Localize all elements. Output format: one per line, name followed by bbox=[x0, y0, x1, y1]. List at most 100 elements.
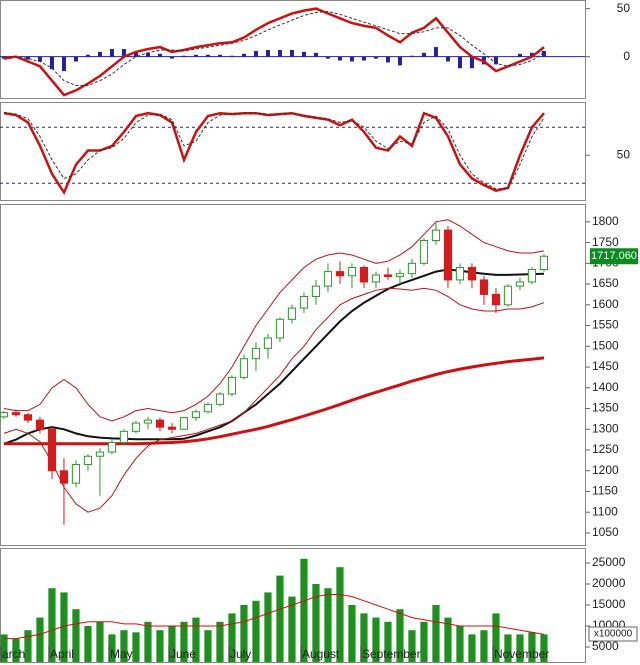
volume-bar bbox=[540, 634, 548, 662]
volume-bar bbox=[72, 609, 80, 662]
histogram-bar bbox=[397, 56, 402, 66]
y-tick-label: 1100 bbox=[592, 504, 618, 518]
y-tick-label: 50 bbox=[617, 147, 631, 161]
volume-bar bbox=[468, 634, 476, 662]
candle-body bbox=[59, 470, 69, 484]
line bbox=[4, 10, 545, 86]
candle-body bbox=[131, 422, 141, 432]
line bbox=[3, 7, 545, 97]
y-tick-label: 1650 bbox=[592, 276, 619, 290]
candle-body bbox=[239, 358, 249, 378]
line bbox=[3, 219, 545, 422]
histogram-bar bbox=[193, 54, 198, 57]
histogram-bar bbox=[25, 56, 30, 60]
histogram-bar bbox=[61, 56, 66, 72]
y-tick-label: 1300 bbox=[592, 421, 619, 435]
volume-bar bbox=[324, 588, 332, 662]
y-tick-label: 1600 bbox=[592, 297, 619, 311]
candle-body bbox=[443, 229, 453, 281]
candle-body bbox=[251, 347, 261, 360]
histogram-bar bbox=[37, 56, 42, 62]
histogram-bar bbox=[85, 54, 90, 57]
x-tick-label: November bbox=[494, 647, 549, 661]
volume-bar bbox=[492, 613, 500, 662]
y-tick-label: 1050 bbox=[592, 525, 619, 539]
candle-body bbox=[395, 273, 405, 278]
histogram-bar bbox=[445, 56, 450, 62]
histogram-bar bbox=[409, 55, 414, 57]
volume-bar bbox=[276, 575, 284, 662]
histogram-bar bbox=[301, 51, 306, 57]
volume-bar bbox=[12, 638, 20, 662]
candle-body bbox=[515, 281, 525, 287]
candle-body bbox=[527, 269, 537, 283]
volume-bar bbox=[228, 613, 236, 662]
histogram-bar bbox=[169, 56, 174, 59]
last-price-label: 1717.060 bbox=[591, 250, 637, 262]
candle-body bbox=[419, 240, 429, 264]
x-tick-label: September bbox=[362, 647, 421, 661]
volume-bar bbox=[504, 634, 512, 662]
candle-body bbox=[275, 318, 285, 339]
volume-bar bbox=[144, 621, 152, 662]
x-tick-label: August bbox=[302, 647, 340, 661]
histogram-bar bbox=[241, 53, 246, 57]
unit-box bbox=[588, 626, 638, 642]
candle-body bbox=[95, 451, 105, 457]
x-tick-label: April bbox=[50, 647, 74, 661]
histogram-bar bbox=[361, 56, 366, 61]
histogram-bar bbox=[313, 52, 318, 57]
histogram-bar bbox=[109, 49, 114, 57]
volume-bar bbox=[0, 634, 8, 662]
volume-bar bbox=[372, 617, 380, 662]
histogram-bar bbox=[121, 49, 126, 57]
volume-bar bbox=[456, 626, 464, 662]
candle-body bbox=[227, 376, 237, 395]
histogram-bar bbox=[73, 56, 78, 62]
candle-body bbox=[35, 419, 45, 430]
volume-bar bbox=[240, 605, 248, 662]
candle-body bbox=[383, 274, 393, 278]
x-tick-label: July bbox=[230, 647, 251, 661]
candle-body bbox=[143, 419, 153, 424]
volume-bar bbox=[252, 600, 260, 662]
histogram-bar bbox=[253, 50, 258, 57]
histogram-bar bbox=[133, 51, 138, 57]
volume-bar bbox=[300, 558, 308, 662]
histogram-bar bbox=[385, 56, 390, 63]
y-tick-label: 5000 bbox=[592, 639, 619, 653]
candle-body bbox=[83, 455, 93, 466]
candle-body bbox=[503, 285, 513, 306]
histogram-bar bbox=[229, 55, 234, 57]
y-tick-label: 1550 bbox=[592, 318, 619, 332]
panel bbox=[0, 0, 586, 99]
histogram-bar bbox=[493, 56, 498, 65]
volume-bar bbox=[168, 626, 176, 662]
volume-bar bbox=[120, 630, 128, 662]
candle-body bbox=[0, 412, 9, 418]
candle-body bbox=[455, 266, 465, 281]
y-tick-label: 1250 bbox=[592, 442, 619, 456]
candle-body bbox=[191, 411, 201, 419]
line bbox=[4, 356, 545, 446]
candle-body bbox=[491, 293, 501, 306]
volume-bar bbox=[84, 626, 92, 662]
volume-bar bbox=[48, 588, 56, 662]
candle-body bbox=[203, 403, 213, 413]
volume-bar bbox=[528, 632, 536, 662]
volume-bar bbox=[36, 617, 44, 662]
candle-body bbox=[155, 419, 165, 428]
candle-body bbox=[311, 285, 321, 298]
candle-body bbox=[11, 412, 21, 416]
y-tick-label: 50 bbox=[617, 1, 631, 15]
histogram-bar bbox=[181, 55, 186, 57]
line bbox=[3, 111, 545, 190]
unit-label: x100000 bbox=[594, 629, 633, 640]
volume-bar bbox=[480, 630, 488, 662]
volume-bar bbox=[360, 613, 368, 662]
volume-bar bbox=[108, 634, 116, 662]
candle-body bbox=[539, 255, 549, 271]
candle-body bbox=[407, 262, 417, 275]
